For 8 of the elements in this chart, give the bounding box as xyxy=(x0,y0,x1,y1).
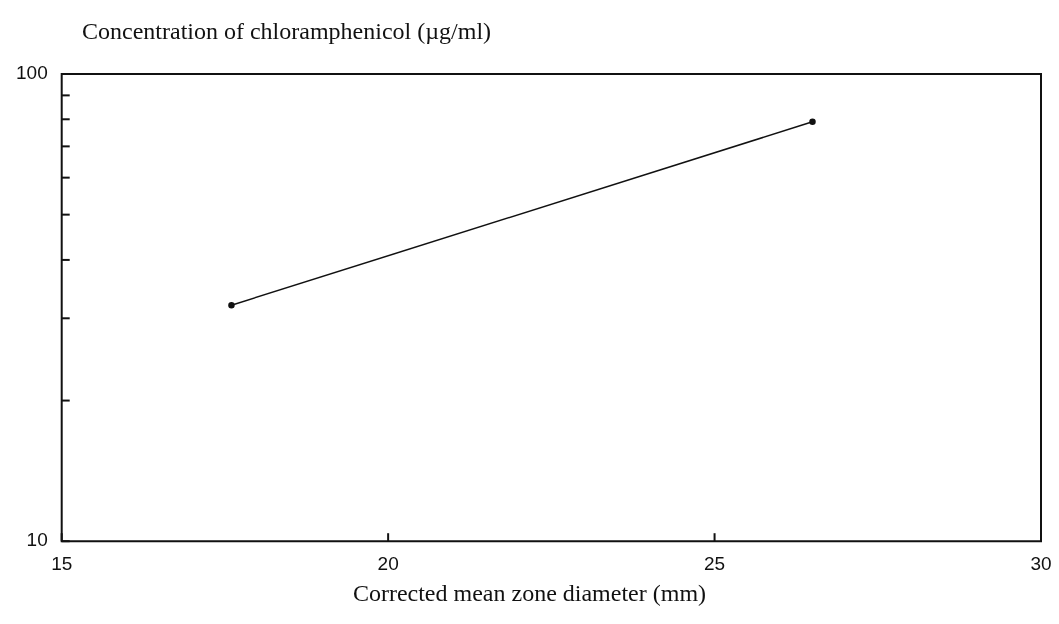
y-tick-label: 100 xyxy=(16,62,48,84)
x-tick-label: 25 xyxy=(704,552,726,574)
x-axis-title: Corrected mean zone diameter (mm) xyxy=(351,580,708,607)
x-tick-label: 15 xyxy=(51,552,73,574)
x-tick-label: 30 xyxy=(1030,552,1052,574)
y-tick-label: 10 xyxy=(26,529,48,551)
x-tick-label: 20 xyxy=(377,552,399,574)
y-axis-title: Concentration of chloramphenicol (µg/ml) xyxy=(82,18,492,45)
